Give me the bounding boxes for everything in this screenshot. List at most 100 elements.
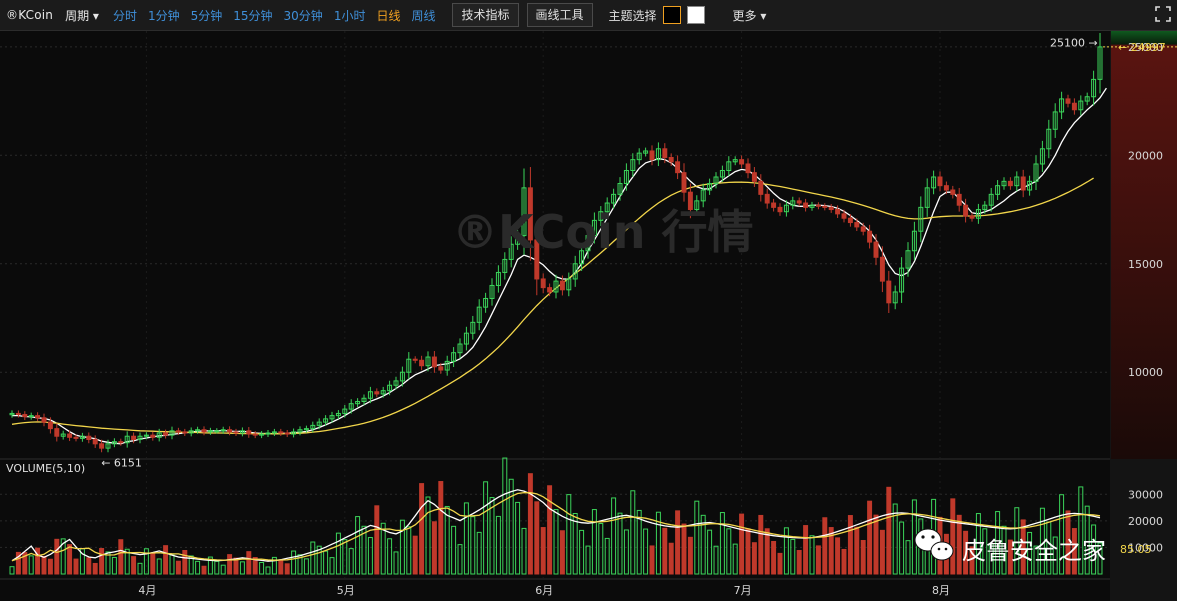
candle-body xyxy=(483,297,489,308)
volume-bar xyxy=(995,511,1001,575)
candle-body xyxy=(489,284,495,299)
theme-light-swatch[interactable] xyxy=(686,6,705,24)
volume-bar xyxy=(950,498,956,575)
volume-bar xyxy=(22,552,28,575)
candle-body xyxy=(137,435,143,440)
candle-body xyxy=(911,230,917,252)
candle-body xyxy=(271,431,277,434)
timeframe-4[interactable]: 30分钟 xyxy=(283,8,323,23)
volume-bar xyxy=(636,509,642,575)
volume-bar xyxy=(719,512,725,575)
volume-bar xyxy=(841,548,847,575)
candle-body xyxy=(47,421,53,430)
volume-bar xyxy=(92,562,98,575)
volume-bar xyxy=(700,514,706,575)
candle-body xyxy=(54,428,60,437)
candle-body xyxy=(246,430,252,435)
candle-body xyxy=(1078,100,1084,111)
volume-bar xyxy=(540,527,546,575)
volume-bar xyxy=(54,538,60,575)
candle-body xyxy=(630,159,636,171)
volume-bar xyxy=(297,554,303,575)
volume-bar xyxy=(828,527,834,575)
candle-body xyxy=(534,239,540,280)
candle-body xyxy=(598,211,604,221)
volume-bar xyxy=(604,537,610,575)
candle-body xyxy=(169,430,175,436)
timeframe-7[interactable]: 周线 xyxy=(411,8,436,23)
volume-bar xyxy=(15,551,21,575)
timeframe-6[interactable]: 日线 xyxy=(376,8,401,23)
volume-bar xyxy=(892,503,898,575)
volume-bar xyxy=(406,526,412,575)
month-tick-label: 4月 xyxy=(138,584,156,597)
volume-bar xyxy=(1091,524,1097,575)
timeframe-3[interactable]: 15分钟 xyxy=(233,8,273,23)
volume-bar xyxy=(265,566,271,575)
volume-bar xyxy=(380,522,386,575)
period-dropdown[interactable]: 周期 ▾ xyxy=(65,7,99,24)
candle-body xyxy=(297,429,303,433)
volume-bar xyxy=(137,562,143,575)
volume-bar xyxy=(86,557,92,575)
volume-bar xyxy=(547,485,553,575)
volume-bar xyxy=(1020,519,1026,575)
timeframe-5[interactable]: 1小时 xyxy=(333,8,366,23)
candle-body xyxy=(41,417,47,423)
volume-bar xyxy=(175,560,181,575)
candle-body xyxy=(214,430,220,433)
candle-body xyxy=(668,156,674,163)
timeframe-0[interactable]: 分时 xyxy=(112,8,137,23)
volume-bar xyxy=(982,528,988,575)
candle-body xyxy=(694,200,700,211)
volume-bar xyxy=(579,529,585,575)
candle-body xyxy=(783,204,789,213)
more-dropdown[interactable]: 更多 ▾ xyxy=(733,7,767,24)
candle-body xyxy=(841,213,847,219)
timeframe-2[interactable]: 5分钟 xyxy=(190,8,223,23)
candle-body xyxy=(476,306,482,323)
volume-bar xyxy=(444,505,450,575)
candle-body xyxy=(361,397,367,403)
volume-bar xyxy=(611,497,617,575)
month-tick-label: 7月 xyxy=(734,584,752,597)
drawing-tools-button[interactable]: 画线工具 xyxy=(526,3,593,27)
indicators-button[interactable]: 技术指标 xyxy=(452,3,519,27)
volume-bar xyxy=(201,565,207,575)
candle-body xyxy=(924,187,930,208)
timeframe-1[interactable]: 1分钟 xyxy=(147,8,180,23)
volume-bar xyxy=(655,511,661,575)
volume-bar xyxy=(463,502,469,575)
candle-body xyxy=(111,441,117,445)
volume-bar xyxy=(239,561,245,575)
candle-body xyxy=(502,258,508,273)
timeframe-group: 分时 1分钟 5分钟 15分钟 30分钟 1小时 日线 周线 xyxy=(113,7,447,24)
volume-bar xyxy=(271,556,277,575)
volume-bar xyxy=(150,553,156,575)
volume-bar xyxy=(1078,486,1084,575)
candle-body xyxy=(899,267,905,293)
volume-bar xyxy=(975,513,981,575)
volume-bar xyxy=(483,481,489,575)
volume-last-label: 85.05 xyxy=(1120,543,1152,556)
volume-bar xyxy=(809,535,815,575)
volume-bar xyxy=(259,561,265,575)
candle-body xyxy=(278,431,284,434)
candle-body xyxy=(374,391,380,395)
candlestick-chart[interactable]: 25000 20000 15000 10000 30000 20000 10000 4月 5月 6… xyxy=(0,31,1177,601)
volume-bar xyxy=(163,545,169,575)
volume-bar xyxy=(425,496,431,575)
theme-dark-swatch[interactable] xyxy=(662,6,681,24)
volume-bar xyxy=(886,486,892,575)
volume-bar xyxy=(905,540,911,575)
candle-body xyxy=(828,206,834,211)
candle-body xyxy=(1020,176,1026,191)
volume-bar xyxy=(348,548,354,575)
candle-body xyxy=(207,430,213,433)
volume-bar xyxy=(451,525,457,575)
fullscreen-icon[interactable] xyxy=(1155,6,1171,22)
volume-bar xyxy=(988,543,994,575)
volume-bar xyxy=(67,544,73,575)
candle-body xyxy=(444,360,450,371)
candle-body xyxy=(975,209,981,219)
